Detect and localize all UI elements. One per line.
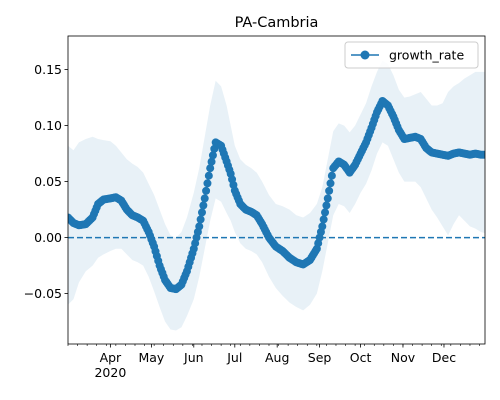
- growth-rate-point: [325, 186, 334, 195]
- x-tick-label: Jun: [183, 350, 204, 365]
- growth-rate-point: [326, 179, 335, 188]
- legend-label: growth_rate: [389, 48, 464, 63]
- growth-rate-point: [202, 186, 211, 195]
- y-tick-label: 0.15: [34, 62, 62, 77]
- growth-rate-point: [208, 151, 217, 160]
- growth-rate-point: [327, 171, 336, 180]
- growth-rate-point: [196, 215, 205, 224]
- growth-rate-point: [321, 208, 330, 217]
- x-tick-label: Aug: [265, 350, 289, 365]
- growth-rate-series: [68, 96, 485, 294]
- legend-marker-swatch: [360, 50, 370, 60]
- x-tick-label: Sep: [308, 350, 332, 365]
- y-tick-label: 0.10: [34, 118, 62, 133]
- growth-rate-point: [199, 201, 208, 210]
- growth-rate-point: [195, 222, 204, 231]
- legend: growth_rate: [344, 41, 479, 69]
- x-tick-label: Apr: [100, 350, 122, 365]
- y-tick-label: 0.00: [34, 230, 62, 245]
- x-tick-label: Dec: [432, 350, 456, 365]
- confidence-band: [68, 60, 485, 331]
- chart-title: PA-Cambria: [235, 15, 319, 31]
- growth-rate-point: [207, 157, 216, 166]
- y-axis-ticks: −0.05 0.00 0.05 0.10 0.15: [24, 62, 68, 301]
- confidence-band-area: [68, 60, 485, 331]
- x-tick-label: Oct: [350, 350, 372, 365]
- growth-rate-point: [318, 222, 327, 231]
- axes: [67, 35, 486, 345]
- growth-rate-point: [322, 201, 331, 210]
- legend-box: [344, 41, 479, 69]
- x-tick-label: Nov: [391, 350, 416, 365]
- x-tick-label: Jul: [226, 350, 242, 365]
- growth-rate-point: [481, 150, 485, 159]
- growth-rate-point: [203, 179, 212, 188]
- growth-rate-point: [197, 208, 206, 217]
- y-tick-label: −0.05: [24, 286, 62, 301]
- growth-rate-point: [200, 194, 209, 203]
- x-tick-sublabel: 2020: [94, 365, 126, 380]
- growth-rate-point: [319, 215, 328, 224]
- x-tick-label: May: [138, 350, 164, 365]
- growth-rate-point: [206, 164, 215, 173]
- y-tick-label: 0.05: [34, 174, 62, 189]
- growth-rate-point: [323, 194, 332, 203]
- growth-rate-point: [204, 171, 213, 180]
- plot-frame: [67, 35, 486, 345]
